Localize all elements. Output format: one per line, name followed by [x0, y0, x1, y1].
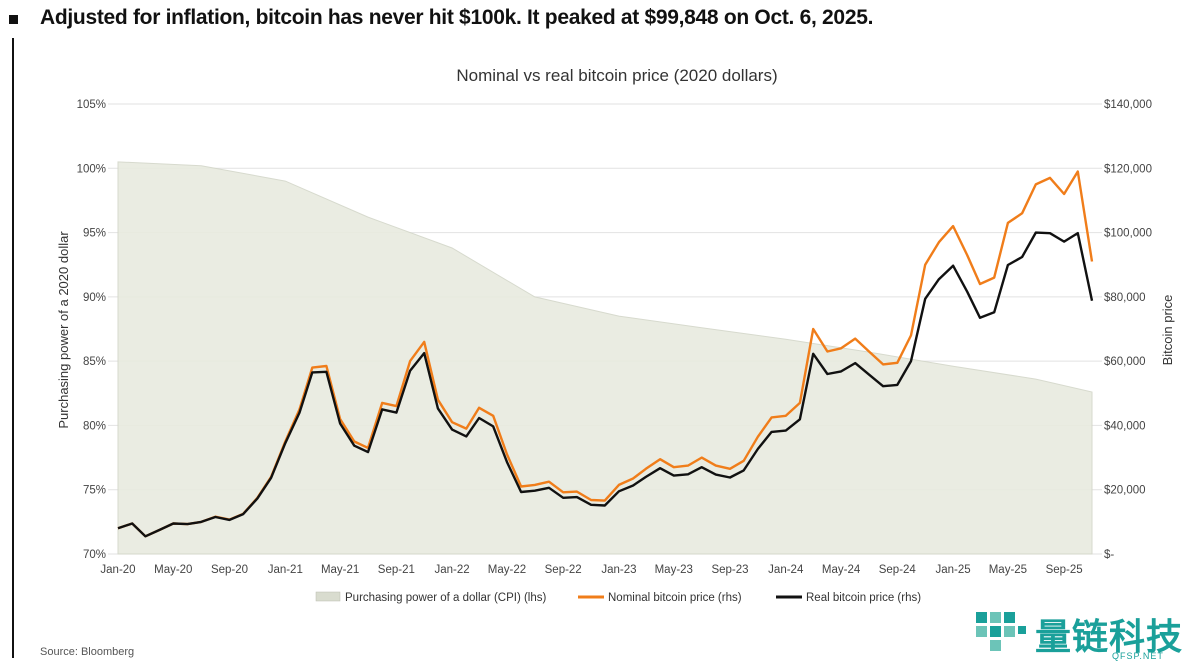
x-tick-label: Sep-21 [378, 564, 415, 576]
cpi-area [117, 161, 1093, 555]
left-tick-label: 70% [83, 549, 106, 561]
x-tick-label: Sep-22 [545, 564, 582, 576]
x-tick-label: Jan-24 [768, 564, 804, 576]
real-price-line [117, 231, 1094, 538]
chart-title: Nominal vs real bitcoin price (2020 doll… [456, 66, 777, 85]
source-note: Source: Bloomberg [40, 646, 135, 658]
x-tick-label: Jan-21 [268, 564, 303, 576]
x-tick-label: Sep-24 [879, 564, 917, 576]
right-tick-label: $80,000 [1104, 292, 1146, 304]
headline: Adjusted for inflation, bitcoin has neve… [40, 6, 874, 29]
left-tick-label: 85% [83, 356, 106, 368]
x-tick-label: Jan-20 [100, 564, 135, 576]
left-axis-ticks: 105% 100% 95% 90% 85% 80% 75% 70% [77, 99, 106, 561]
x-tick-label: Jan-22 [435, 564, 470, 576]
legend-swatch-cpi [315, 591, 341, 602]
x-tick-label: Jan-25 [935, 564, 970, 576]
right-tick-label: $100,000 [1104, 228, 1152, 240]
left-tick-label: 105% [77, 99, 106, 111]
watermark-url: QFSP.NET [1112, 651, 1164, 661]
left-tick-label: 95% [83, 228, 106, 240]
left-tick-label: 90% [83, 292, 106, 304]
right-axis-ticks: $140,000 $120,000 $100,000 $80,000 $60,000 $4… [1104, 99, 1152, 561]
x-tick-label: May-22 [488, 564, 526, 576]
price-lines-layer [117, 170, 1094, 538]
right-tick-label: $140,000 [1104, 99, 1152, 111]
left-tick-label: 75% [83, 485, 106, 497]
right-tick-label: $60,000 [1104, 356, 1146, 368]
right-axis-label: Bitcoin price [1160, 295, 1175, 366]
x-axis-ticks: Jan-20 May-20 Sep-20 Jan-21 May-21 Sep-21 Jan-… [100, 564, 1082, 576]
left-tick-label: 80% [83, 420, 106, 432]
legend-label-cpi: Purchasing power of a dollar (CPI) (lhs) [345, 592, 546, 604]
right-tick-label: $20,000 [1104, 485, 1146, 497]
legend-label-real: Real bitcoin price (rhs) [806, 592, 921, 604]
x-tick-label: May-24 [822, 564, 861, 576]
watermark-logo [976, 612, 1026, 651]
right-tick-label: $120,000 [1104, 163, 1152, 175]
watermark-text: 量链科技 [1035, 616, 1184, 657]
x-tick-label: May-23 [655, 564, 693, 576]
x-tick-label: Sep-23 [711, 564, 748, 576]
x-tick-label: May-21 [321, 564, 359, 576]
legend-label-nominal: Nominal bitcoin price (rhs) [608, 592, 742, 604]
cpi-area-layer [117, 161, 1093, 555]
x-tick-label: May-20 [154, 564, 192, 576]
right-tick-label: $- [1104, 549, 1114, 561]
left-axis-label: Purchasing power of a 2020 dollar [56, 231, 71, 429]
x-tick-label: Sep-20 [211, 564, 248, 576]
x-tick-label: May-25 [989, 564, 1027, 576]
left-tick-label: 100% [77, 163, 106, 175]
right-tick-label: $40,000 [1104, 420, 1146, 432]
accent-rule [12, 38, 14, 658]
headline-bullet [9, 15, 18, 24]
legend: Purchasing power of a dollar (CPI) (lhs)… [315, 591, 921, 604]
x-tick-label: Jan-23 [601, 564, 636, 576]
x-tick-label: Sep-25 [1046, 564, 1083, 576]
